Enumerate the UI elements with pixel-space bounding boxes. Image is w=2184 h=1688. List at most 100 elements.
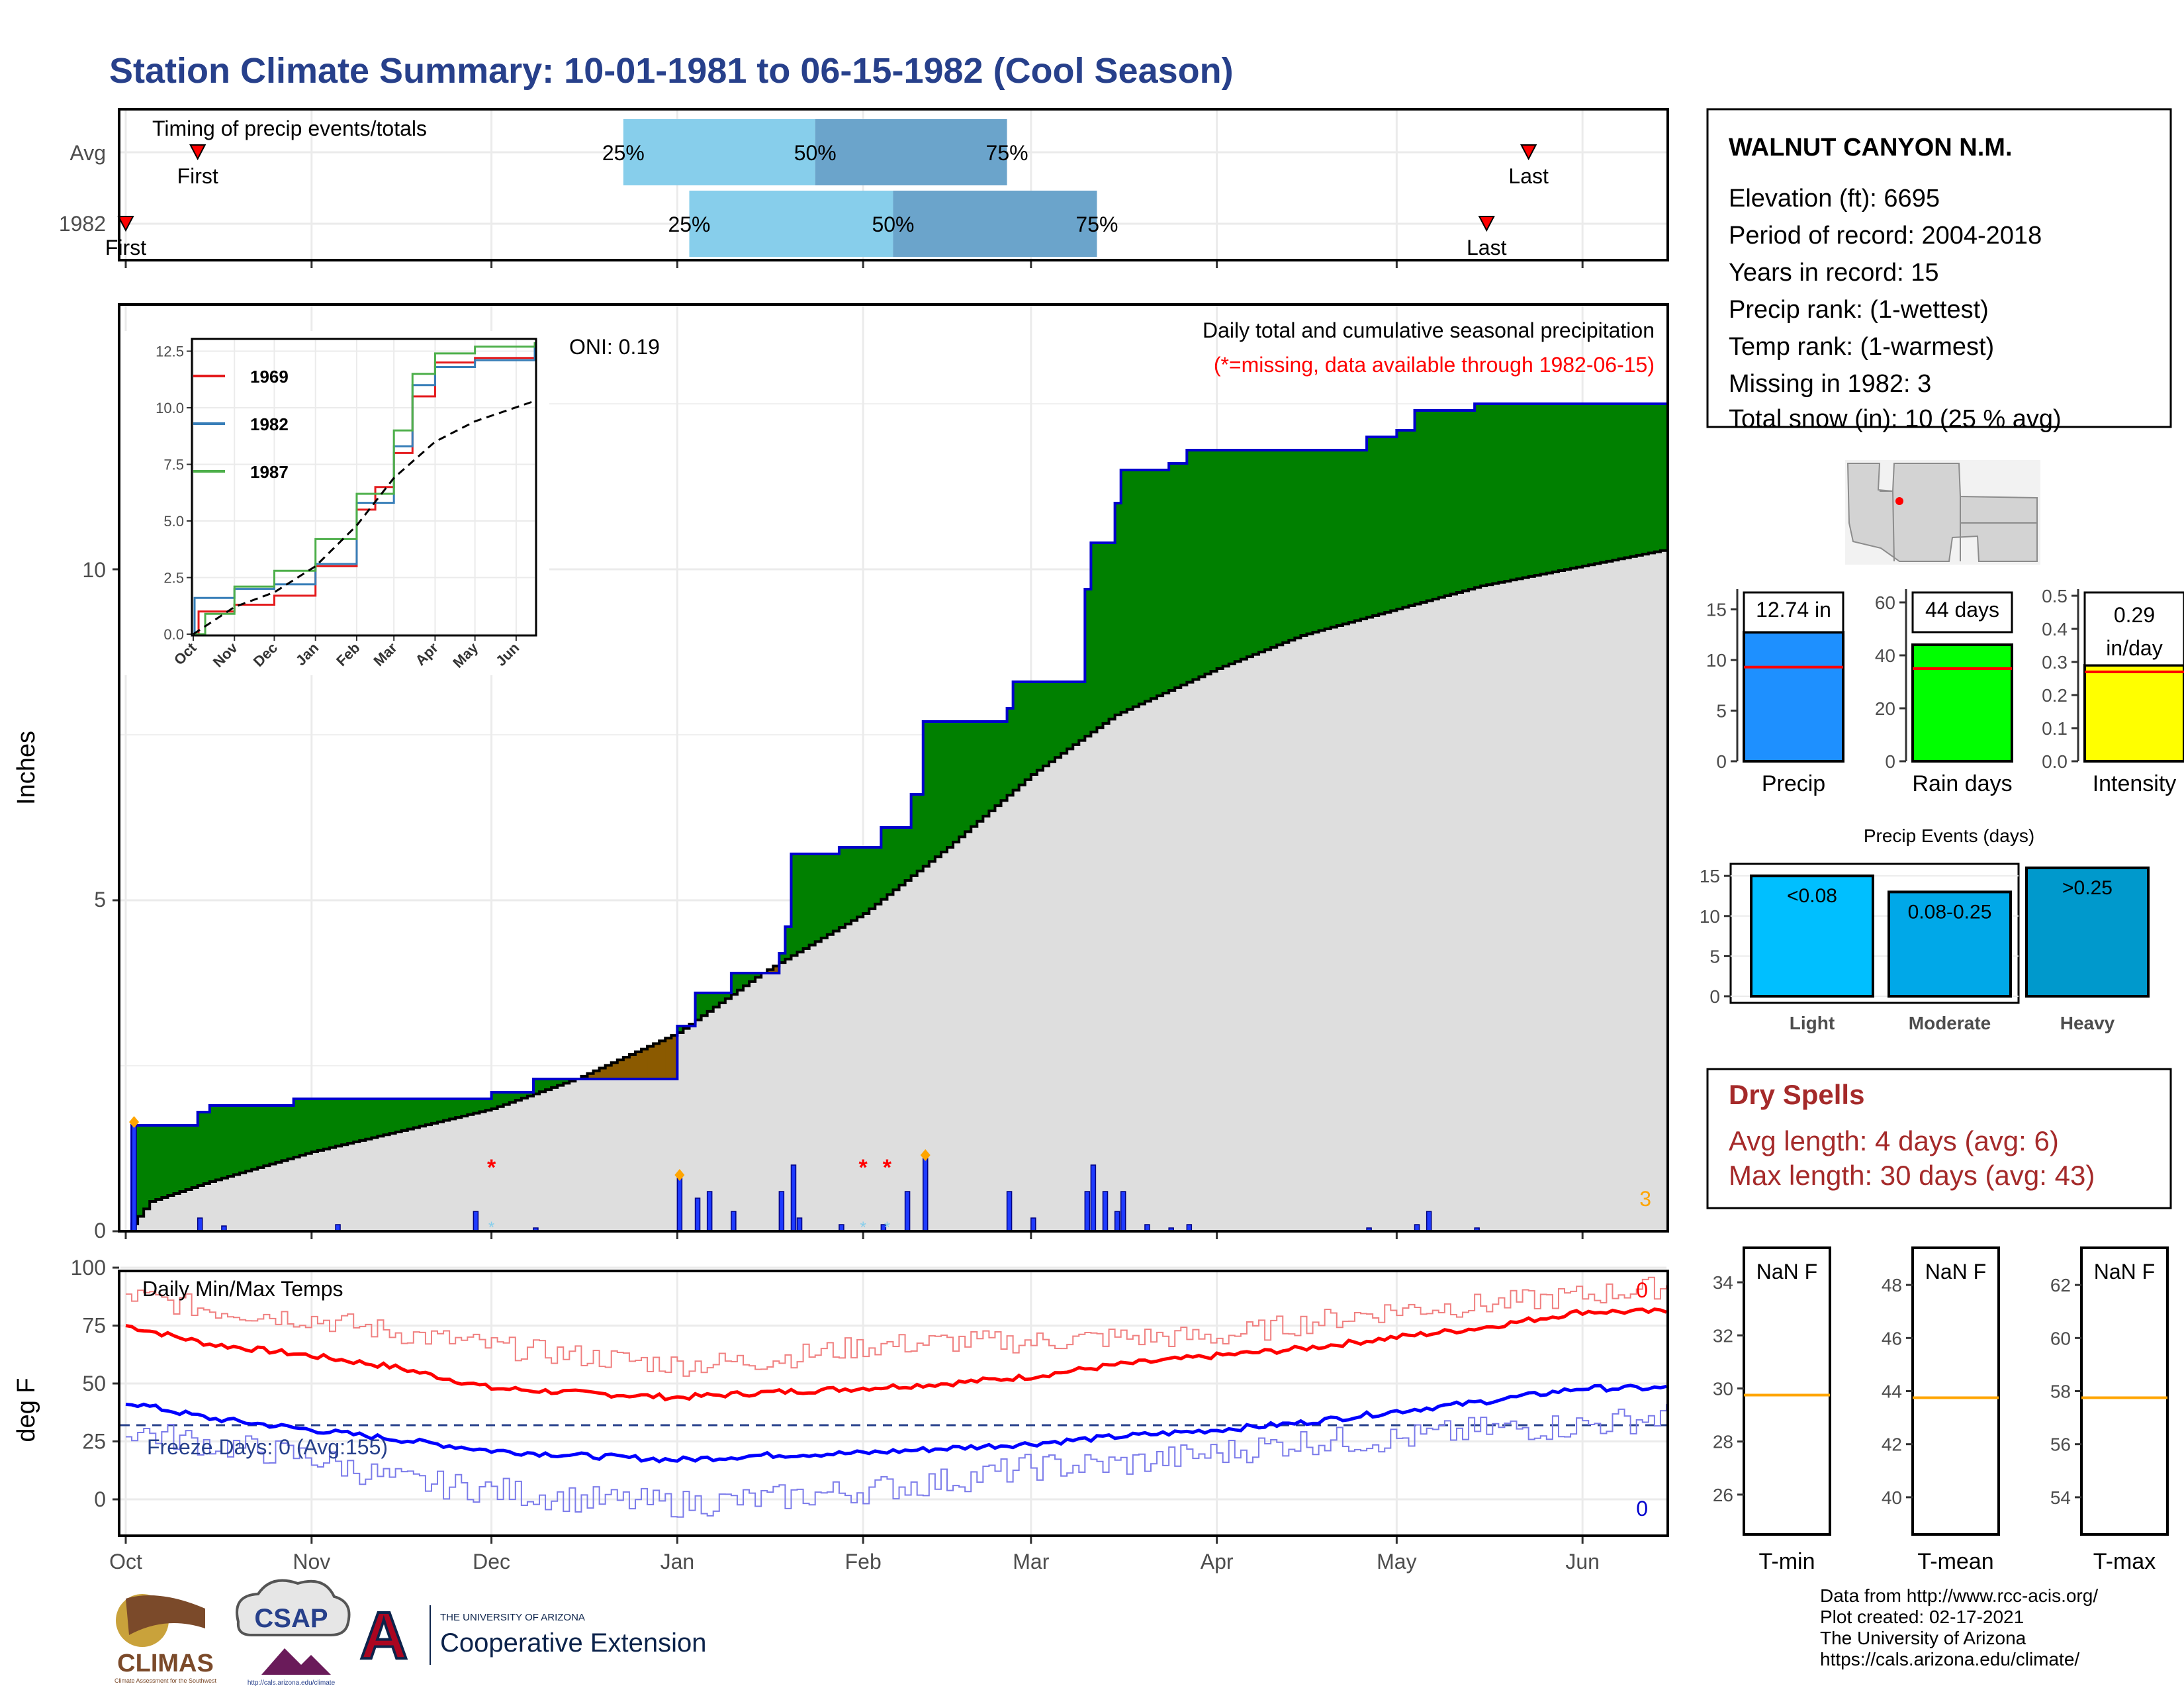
above-average-fill bbox=[449, 1099, 456, 1119]
below-average-fill bbox=[665, 1038, 672, 1079]
above-average-fill bbox=[851, 847, 858, 921]
freeze-days: Freeze Days: 0 (Avg:155) bbox=[147, 1435, 388, 1459]
above-average-fill bbox=[1528, 404, 1535, 577]
credit-line: The University of Arizona bbox=[1820, 1628, 2026, 1648]
above-average-fill bbox=[934, 722, 942, 857]
summary-label: Precip bbox=[1762, 771, 1825, 796]
above-average-fill bbox=[1408, 430, 1416, 606]
above-average-fill bbox=[1240, 450, 1248, 659]
above-average-fill bbox=[899, 827, 906, 886]
above-average-fill bbox=[1085, 589, 1091, 737]
station-line: Total snow (in): 10 (25 % avg) bbox=[1729, 405, 2062, 433]
daily-precip-bar bbox=[778, 1191, 785, 1232]
above-average-fill bbox=[959, 722, 966, 837]
below-average-fill bbox=[611, 1062, 618, 1079]
daily-precip-bar bbox=[790, 1164, 797, 1232]
ua-emblem: A bbox=[360, 1599, 408, 1673]
above-average-fill bbox=[443, 1099, 450, 1121]
timing-frame bbox=[118, 108, 1669, 261]
above-average-fill bbox=[1642, 404, 1649, 555]
temp-box-tick-label: 44 bbox=[1882, 1382, 1902, 1402]
above-average-fill bbox=[551, 1079, 558, 1088]
above-average-fill bbox=[455, 1099, 462, 1118]
snow-marker bbox=[920, 1149, 931, 1161]
station-frame bbox=[1706, 108, 2172, 428]
temp-x-label: Feb bbox=[845, 1550, 882, 1573]
events-bar-label: >0.25 bbox=[2062, 877, 2113, 899]
above-average-fill bbox=[491, 1092, 498, 1109]
above-average-fill bbox=[156, 1125, 162, 1199]
above-average-fill bbox=[863, 847, 870, 914]
above-average-fill bbox=[1565, 404, 1571, 570]
missing-count: 3 bbox=[1639, 1187, 1651, 1211]
temp-y-label: 100 bbox=[71, 1256, 106, 1280]
above-average-fill bbox=[893, 827, 900, 890]
above-average-fill bbox=[557, 1079, 564, 1086]
above-average-fill bbox=[281, 1105, 289, 1161]
above-average-fill bbox=[467, 1099, 474, 1115]
above-average-fill bbox=[521, 1092, 528, 1098]
above-average-fill bbox=[1277, 450, 1283, 645]
summary-tick-label: 0.5 bbox=[2042, 586, 2068, 606]
ua-logo: A THE UNIVERSITY OF ARIZONA Cooperative … bbox=[359, 1597, 707, 1674]
above-average-fill bbox=[833, 854, 840, 931]
above-average-fill bbox=[1150, 470, 1158, 699]
above-average-fill bbox=[1289, 450, 1295, 641]
daily-precip-bar bbox=[796, 1217, 803, 1232]
above-average-fill bbox=[1007, 708, 1014, 796]
above-average-fill bbox=[347, 1099, 354, 1144]
above-average-fill bbox=[234, 1105, 240, 1175]
above-average-fill bbox=[1402, 430, 1410, 608]
above-average-fill bbox=[1426, 410, 1433, 601]
average-cumulative-line bbox=[126, 549, 1668, 1233]
daily-precip-bar bbox=[1102, 1191, 1109, 1232]
above-average-fill bbox=[1030, 682, 1038, 774]
last-event-marker bbox=[1520, 144, 1537, 161]
above-average-fill bbox=[827, 854, 834, 935]
csap-mountains bbox=[261, 1648, 331, 1675]
above-average-fill bbox=[1055, 682, 1062, 758]
above-average-fill bbox=[707, 993, 714, 1011]
summary-tick-label: 15 bbox=[1706, 600, 1727, 620]
below-average-fill bbox=[581, 1076, 588, 1079]
quartile-label-25: 25% bbox=[602, 141, 645, 165]
above-average-fill bbox=[1120, 470, 1128, 712]
above-average-fill bbox=[755, 973, 762, 978]
station-name: WALNUT CANYON N.M. bbox=[1729, 134, 2013, 162]
above-average-fill bbox=[1115, 503, 1122, 715]
last-event-marker-label: Last bbox=[1467, 236, 1507, 259]
above-average-fill bbox=[1001, 722, 1008, 801]
daily-precip-bar bbox=[473, 1211, 479, 1232]
temp-box-tick-label: 56 bbox=[2050, 1434, 2071, 1455]
above-average-fill bbox=[875, 847, 882, 904]
above-average-fill bbox=[1048, 682, 1056, 762]
above-average-fill bbox=[887, 827, 894, 895]
temp-y-label: deg F bbox=[13, 1378, 40, 1442]
above-average-fill bbox=[1234, 450, 1242, 662]
dry-spells-max: Max length: 30 days (avg: 43) bbox=[1729, 1160, 2095, 1191]
above-average-fill bbox=[185, 1125, 193, 1190]
daily-precip-bar bbox=[1006, 1191, 1013, 1232]
events-title: Precip Events (days) bbox=[1864, 825, 2034, 846]
above-average-fill bbox=[431, 1099, 438, 1123]
above-average-fill bbox=[293, 1099, 300, 1157]
below-average-fill bbox=[653, 1043, 660, 1079]
above-average-fill bbox=[1324, 450, 1332, 629]
precip-events-chart: Precip Events (days) 0 5 10 15 <0.08 Light 0.08… bbox=[1700, 825, 2150, 1033]
above-average-fill bbox=[150, 1125, 156, 1201]
above-average-fill bbox=[917, 794, 924, 871]
missing-note: (*=missing, data available through 1982-… bbox=[1214, 353, 1655, 377]
csap-logo: CSAP http://cals.arizona.edu/climate bbox=[236, 1579, 351, 1687]
above-average-fill bbox=[1073, 682, 1079, 745]
temp-y-label: 0 bbox=[94, 1487, 106, 1511]
daily-precip-bar bbox=[923, 1158, 929, 1232]
temp-box-tick-label: 30 bbox=[1713, 1378, 1733, 1399]
below-average-fill bbox=[659, 1041, 666, 1079]
daily-precip-bar bbox=[731, 1211, 737, 1232]
temp-box-tick-label: 42 bbox=[1882, 1434, 1902, 1455]
above-average-fill bbox=[995, 722, 1002, 806]
above-average-fill bbox=[407, 1099, 414, 1129]
summary-tick-label: 10 bbox=[1706, 650, 1727, 671]
above-average-fill bbox=[1492, 404, 1499, 584]
precip-areas bbox=[126, 402, 1668, 1233]
